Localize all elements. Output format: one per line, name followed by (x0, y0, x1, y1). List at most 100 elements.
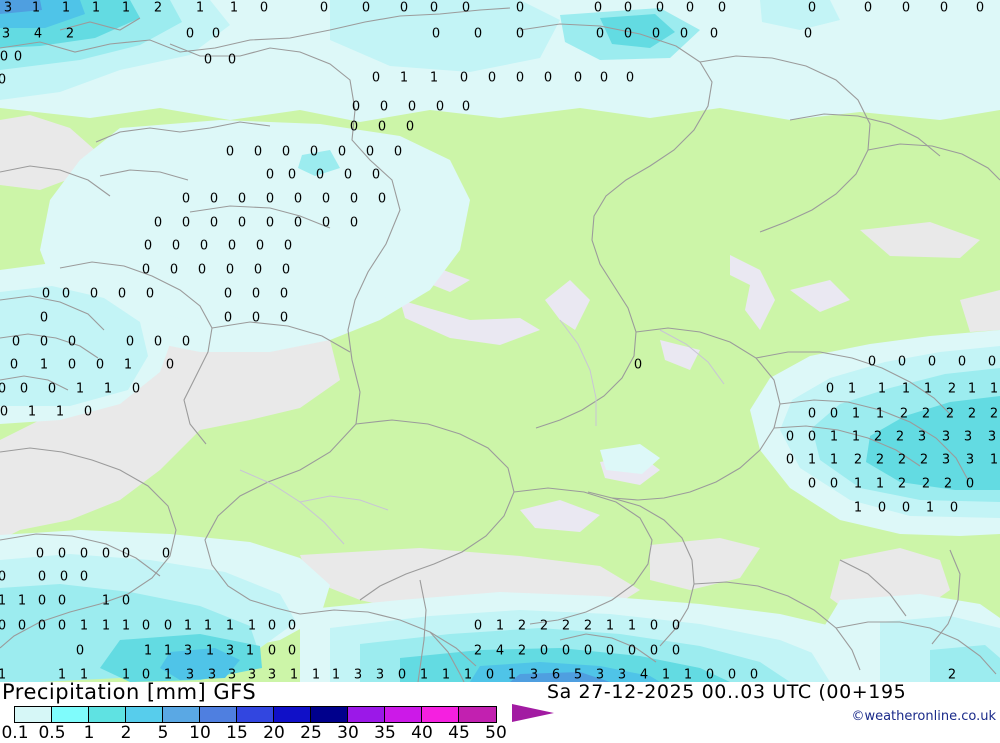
grid-value: 0 (863, 0, 873, 16)
color-scale-segment-20[interactable] (273, 707, 311, 722)
color-scale-segment-0.5[interactable] (51, 707, 89, 722)
grid-value: 0 (807, 476, 817, 492)
color-scale-segment-40[interactable] (421, 707, 459, 722)
color-scale-tick-30: 30 (337, 723, 359, 743)
grid-value: 1 (183, 618, 193, 634)
color-scale-segment-25[interactable] (310, 707, 348, 722)
grid-value: 0 (265, 167, 275, 183)
grid-value: 2 (561, 618, 571, 634)
grid-value: 1 (989, 452, 999, 468)
grid-value: 1 (901, 381, 911, 397)
grid-value: 1 (989, 381, 999, 397)
color-scale[interactable] (14, 706, 497, 723)
grid-value: 0 (435, 99, 445, 115)
grid-value: 0 (67, 334, 77, 350)
grid-value: 0 (17, 618, 27, 634)
color-scale-segment-45[interactable] (458, 707, 496, 722)
grid-value: 0 (361, 0, 371, 16)
grid-value: 0 (143, 238, 153, 254)
grid-value: 0 (965, 476, 975, 492)
grid-value: 0 (267, 643, 277, 659)
grid-value: 1 (311, 667, 321, 682)
grid-value: 0 (901, 0, 911, 16)
grid-value: 2 (875, 452, 885, 468)
grid-value: 1 (61, 0, 71, 16)
grid-value: 0 (211, 26, 221, 42)
precip-region-east (750, 330, 1000, 536)
grid-value: 1 (925, 500, 935, 516)
grid-value: 0 (807, 429, 817, 445)
grid-value: 0 (633, 357, 643, 373)
grid-value: 0 (199, 238, 209, 254)
grid-value: 0 (223, 286, 233, 302)
grid-value: 0 (671, 618, 681, 634)
color-scale-tick-20: 20 (263, 723, 285, 743)
grid-value: 3 (375, 667, 385, 682)
grid-value: 2 (65, 26, 75, 42)
grid-value: 0 (717, 0, 727, 16)
grid-value: 0 (623, 26, 633, 42)
grid-value: 0 (583, 643, 593, 659)
grid-value: 0 (975, 0, 985, 16)
grid-value: 0 (0, 618, 7, 634)
grid-value: 0 (651, 26, 661, 42)
color-scale-segment-5[interactable] (162, 707, 200, 722)
copyright-credit: ©weatheronline.co.uk (851, 709, 996, 724)
grid-value: 0 (225, 144, 235, 160)
grid-value: 2 (921, 476, 931, 492)
grid-value: 0 (61, 286, 71, 302)
grid-value: 0 (181, 334, 191, 350)
color-scale-segment-30[interactable] (347, 707, 385, 722)
color-scale-tick-5: 5 (157, 723, 169, 743)
grid-value: 0 (671, 643, 681, 659)
grid-value: 0 (487, 70, 497, 86)
color-scale-tick-0.1: 0.1 (1, 723, 29, 743)
grid-value: 0 (939, 0, 949, 16)
grid-value: 2 (583, 618, 593, 634)
grid-value: 1 (331, 667, 341, 682)
grid-value: 0 (0, 569, 7, 585)
color-scale-segment-10[interactable] (199, 707, 237, 722)
grid-value: 0 (287, 167, 297, 183)
grid-value: 1 (399, 70, 409, 86)
grid-value: 0 (279, 310, 289, 326)
grid-value: 0 (627, 643, 637, 659)
grid-value: 1 (229, 0, 239, 16)
grid-value: 0 (57, 593, 67, 609)
grid-value: 0 (185, 26, 195, 42)
color-scale-tick-35: 35 (374, 723, 396, 743)
grid-value: 0 (95, 357, 105, 373)
color-scale-segment-35[interactable] (384, 707, 422, 722)
grid-value: 0 (253, 262, 263, 278)
grid-value: 0 (561, 643, 571, 659)
color-scale-segment-2[interactable] (125, 707, 163, 722)
legend-bar: Precipitation [mm] GFS 0.1 0.5 1 2 5 10 15 20 25… (0, 680, 1000, 743)
grid-value: 0 (13, 49, 23, 65)
color-scale-segment-1[interactable] (88, 707, 126, 722)
grid-value: 1 (829, 429, 839, 445)
color-scale-segment-0.1[interactable] (15, 707, 52, 722)
grid-value: 0 (265, 191, 275, 207)
grid-value: 0 (405, 119, 415, 135)
grid-value: 1 (79, 618, 89, 634)
grid-value: 0 (461, 0, 471, 16)
grid-value: 0 (709, 26, 719, 42)
grid-value: 0 (431, 26, 441, 42)
grid-value: 0 (803, 26, 813, 42)
grid-value: 0 (9, 357, 19, 373)
grid-value: 3 (917, 429, 927, 445)
grid-value: 0 (131, 381, 141, 397)
grid-value: 0 (785, 429, 795, 445)
grid-value: 0 (377, 119, 387, 135)
grid-value: 0 (807, 406, 817, 422)
grid-value: 2 (153, 0, 163, 16)
color-scale-segment-15[interactable] (236, 707, 274, 722)
grid-value: 0 (727, 667, 737, 682)
grid-value: 1 (875, 406, 885, 422)
grid-value: 0 (785, 452, 795, 468)
grid-value: 0 (473, 618, 483, 634)
grid-value: 0 (599, 70, 609, 86)
borders (0, 7, 1000, 682)
